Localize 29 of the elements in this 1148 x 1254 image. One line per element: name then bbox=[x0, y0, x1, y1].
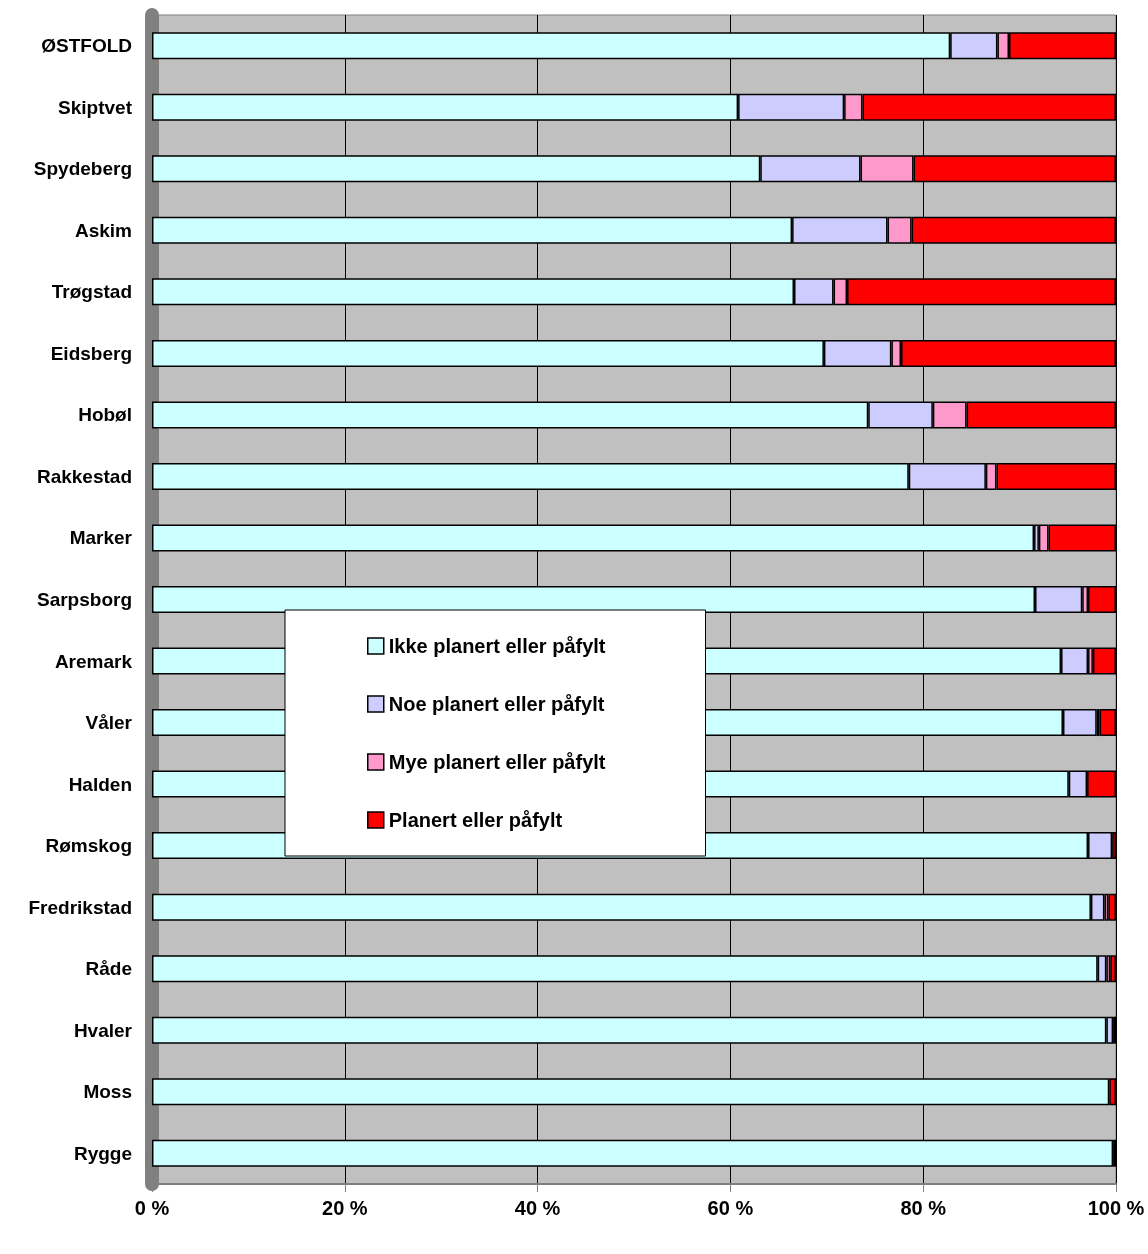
y-tick-label: Rygge bbox=[73, 1142, 132, 1164]
y-tick-label: Sarpsborg bbox=[36, 589, 132, 610]
x-tick-label: 20 % bbox=[322, 1197, 368, 1219]
y-tick-label: Halden bbox=[68, 773, 132, 795]
y-tick-label: Eidsberg bbox=[50, 342, 132, 364]
y-tick-label: Aremark bbox=[54, 650, 133, 672]
y-tick-label: Marker bbox=[69, 527, 133, 549]
legend-label: Planert eller påfylt bbox=[388, 809, 563, 831]
y-tick-label: Skiptvet bbox=[58, 96, 133, 118]
y-tick-label: Hvaler bbox=[73, 1019, 133, 1041]
y-tick-label: Rømskog bbox=[45, 835, 132, 857]
y-tick-label: Trøgstad bbox=[51, 281, 132, 303]
legend-label: Noe planert eller påfylt bbox=[388, 693, 605, 715]
x-tick-label: 60 % bbox=[707, 1197, 754, 1219]
y-tick-label: Askim bbox=[74, 219, 132, 241]
x-tick-label: 40 % bbox=[514, 1197, 561, 1219]
y-tick-label: Fredrikstad bbox=[28, 896, 132, 918]
y-tick-label: Rakkestad bbox=[36, 465, 132, 487]
y-tick-label: Hobøl bbox=[78, 404, 132, 426]
y-tick-label: ØSTFOLD bbox=[41, 35, 132, 57]
legend-label: Mye planert eller påfylt bbox=[388, 751, 606, 773]
x-tick-label: 0 % bbox=[134, 1197, 170, 1219]
y-tick-label: Råde bbox=[85, 958, 132, 980]
y-tick-label: Spydeberg bbox=[33, 158, 132, 180]
legend-label: Ikke planert eller påfylt bbox=[388, 635, 606, 657]
y-tick-label: Våler bbox=[85, 712, 133, 734]
y-tick-label: Moss bbox=[83, 1081, 132, 1103]
x-tick-label: 100 % bbox=[1087, 1197, 1145, 1219]
x-tick-label: 80 % bbox=[900, 1197, 947, 1219]
